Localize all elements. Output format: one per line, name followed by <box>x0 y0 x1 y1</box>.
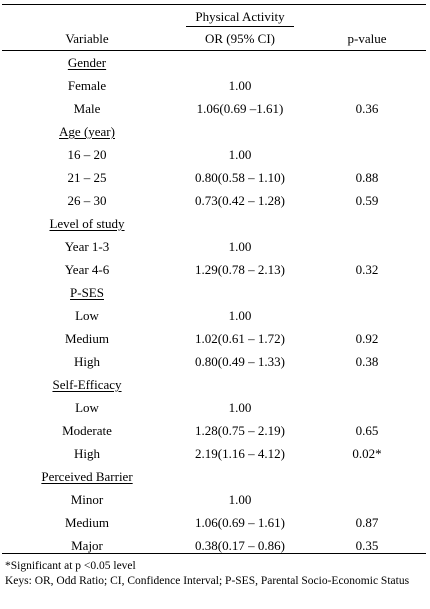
row-variable: Low <box>75 308 99 323</box>
row-p-value: 0.88 <box>355 170 379 185</box>
column-header-variable: Variable <box>65 31 109 46</box>
row-odds-ratio: 0.80(0.49 – 1.33) <box>195 354 285 369</box>
footnote-significance: *Significant at p <0.05 level <box>5 560 136 572</box>
row-variable: Low <box>75 400 99 415</box>
row-odds-ratio: 1.00 <box>228 147 252 162</box>
group-label: Gender <box>67 55 107 70</box>
row-variable: Medium <box>64 515 110 530</box>
top-rule <box>2 4 426 5</box>
row-odds-ratio: 1.00 <box>228 78 252 93</box>
bottom-rule <box>2 553 426 554</box>
row-odds-ratio: 1.02(0.61 – 1.72) <box>195 331 285 346</box>
row-p-value: 0.59 <box>355 193 379 208</box>
row-variable: Year 4-6 <box>64 262 110 277</box>
row-odds-ratio: 0.38(0.17 – 0.86) <box>195 538 285 553</box>
row-variable: High <box>74 354 100 369</box>
row-variable: Male <box>73 101 101 116</box>
row-odds-ratio: 1.28(0.75 – 2.19) <box>195 423 285 438</box>
row-p-value: 0.35 <box>355 538 379 553</box>
row-p-value: 0.65 <box>355 423 379 438</box>
row-variable: 21 – 25 <box>67 170 107 185</box>
column-header-or: OR (95% CI) <box>204 31 276 46</box>
row-odds-ratio: 1.00 <box>228 308 252 323</box>
row-variable: Female <box>67 78 107 93</box>
row-p-value: 0.38 <box>355 354 379 369</box>
row-odds-ratio: 1.29(0.78 – 2.13) <box>195 262 285 277</box>
footnote-keys: Keys: OR, Odd Ratio; CI, Confidence Inte… <box>5 575 410 587</box>
spanner-header: Physical Activity <box>195 9 285 24</box>
row-variable: Major <box>71 538 103 553</box>
row-variable: Minor <box>70 492 104 507</box>
row-odds-ratio: 1.00 <box>228 239 252 254</box>
row-p-value: 0.87 <box>355 515 379 530</box>
row-variable: 26 – 30 <box>67 193 107 208</box>
column-header-p-value: p-value <box>347 31 387 46</box>
row-p-value: 0.36 <box>355 101 379 116</box>
row-variable: 16 – 20 <box>67 147 107 162</box>
row-variable: Year 1-3 <box>64 239 110 254</box>
group-label: Perceived Barrier <box>41 469 133 484</box>
row-variable: Moderate <box>62 423 112 438</box>
header-rule <box>2 50 426 51</box>
row-odds-ratio: 1.06(0.69 –1.61) <box>196 101 284 116</box>
row-variable: Medium <box>64 331 110 346</box>
row-variable: High <box>74 446 100 461</box>
group-label: Self-Efficacy <box>52 377 122 392</box>
row-p-value: 0.32 <box>355 262 379 277</box>
group-label: Level of study <box>49 216 125 231</box>
row-odds-ratio: 1.00 <box>228 400 252 415</box>
group-label: Age (year) <box>59 124 115 139</box>
spanner-underline <box>186 26 294 27</box>
row-odds-ratio: 1.00 <box>228 492 252 507</box>
row-odds-ratio: 2.19(1.16 – 4.12) <box>195 446 285 461</box>
row-odds-ratio: 0.73(0.42 – 1.28) <box>195 193 285 208</box>
row-p-value: 0.02* <box>352 446 382 461</box>
row-p-value: 0.92 <box>355 331 379 346</box>
group-label: P-SES <box>70 285 104 300</box>
row-odds-ratio: 0.80(0.58 – 1.10) <box>195 170 285 185</box>
row-odds-ratio: 1.06(0.69 – 1.61) <box>195 515 285 530</box>
